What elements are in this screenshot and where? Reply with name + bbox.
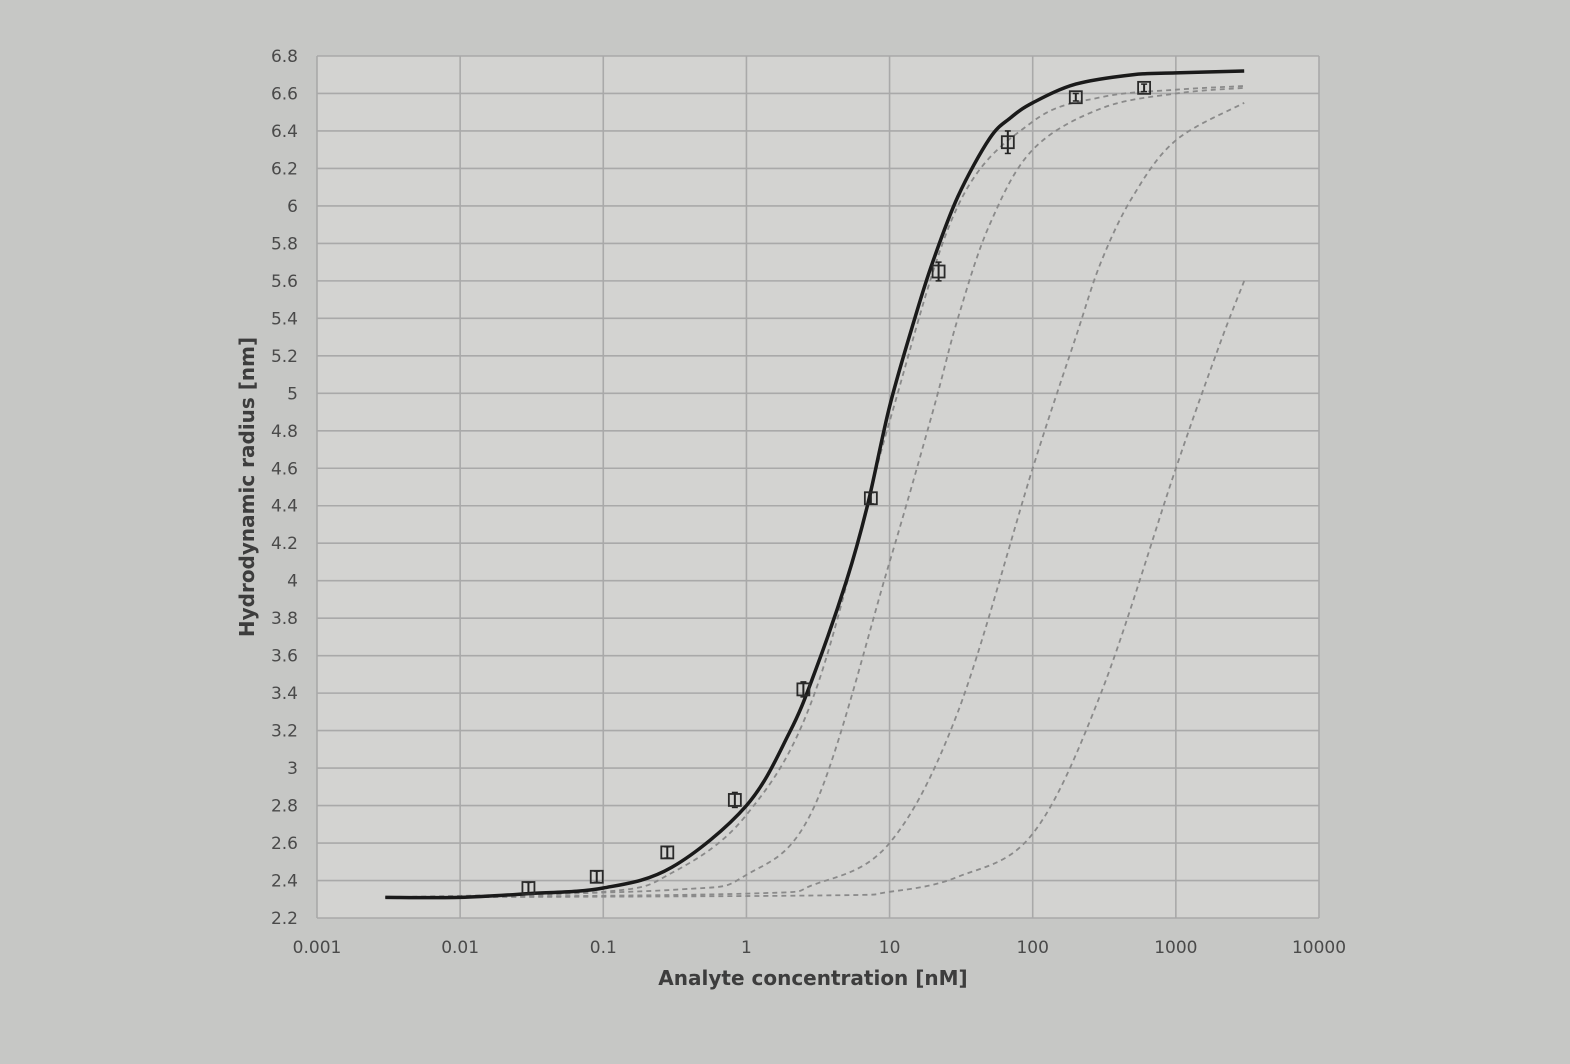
data-point-7 <box>931 261 946 282</box>
y-axis-tick-labels: 2.2 2.4 2.6 2.8 3 3.2 3.4 3.6 3.8 4 4.2 4.4 4.6 4.8 5 5… <box>271 47 298 929</box>
y-tick-label: 5.4 <box>271 309 298 329</box>
data-point-3 <box>660 845 675 860</box>
y-tick-label: 3.6 <box>271 647 298 667</box>
x-tick-label: 1000 <box>1154 938 1197 958</box>
y-tick-label: 3.2 <box>271 722 298 742</box>
y-tick-label: 4.4 <box>271 497 298 517</box>
y-tick-label: 4.6 <box>271 459 298 479</box>
data-point-4 <box>727 791 742 809</box>
simulated-curve-2 <box>385 87 1245 899</box>
x-tick-label: 10000 <box>1292 938 1346 958</box>
data-point-5 <box>796 681 811 698</box>
y-tick-label: 4 <box>287 572 298 592</box>
data-point-1 <box>521 881 536 895</box>
y-tick-label: 5.8 <box>271 234 298 254</box>
y-tick-label: 5 <box>287 384 298 404</box>
x-tick-label: 1 <box>741 938 752 958</box>
y-tick-label: 6.4 <box>271 122 298 142</box>
data-point-8 <box>1000 130 1015 155</box>
measured-points <box>521 80 1152 895</box>
x-tick-label: 0.01 <box>441 938 479 958</box>
y-tick-label: 2.8 <box>271 797 298 817</box>
y-tick-label: 4.2 <box>271 534 298 554</box>
y-tick-label: 3.4 <box>271 684 298 704</box>
y-axis-title: Hydrodynamic radius [nm] <box>235 337 259 637</box>
y-tick-label: 6.8 <box>271 47 298 67</box>
y-tick-label: 2.6 <box>271 834 298 854</box>
x-axis-tick-labels: 0.001 0.01 0.1 1 10 100 1000 10000 <box>293 938 1346 958</box>
x-tick-label: 10 <box>879 938 901 958</box>
y-tick-label: 6 <box>287 197 298 217</box>
plot-area <box>317 56 1319 918</box>
y-tick-label: 5.6 <box>271 272 298 292</box>
y-tick-label: 5.2 <box>271 347 298 367</box>
y-tick-label: 6.2 <box>271 159 298 179</box>
y-tick-label: 2.4 <box>271 872 298 892</box>
data-point-10 <box>1137 80 1152 95</box>
y-tick-label: 3 <box>287 759 298 779</box>
x-tick-label: 100 <box>1016 938 1048 958</box>
fit-curve <box>385 69 1245 900</box>
y-tick-label: 3.8 <box>271 609 298 629</box>
data-point-6 <box>863 491 878 506</box>
x-axis-title: Analyte concentration [nM] <box>658 966 967 990</box>
x-tick-label: 0.001 <box>293 938 342 958</box>
y-tick-label: 2.2 <box>271 909 298 929</box>
x-tick-label: 0.1 <box>590 938 617 958</box>
grid-lines <box>316 55 1320 919</box>
data-point-9 <box>1068 90 1083 105</box>
y-tick-label: 4.8 <box>271 422 298 442</box>
data-point-2 <box>589 869 604 884</box>
simulated-curve-3 <box>385 102 1245 899</box>
y-tick-label: 6.6 <box>271 84 298 104</box>
